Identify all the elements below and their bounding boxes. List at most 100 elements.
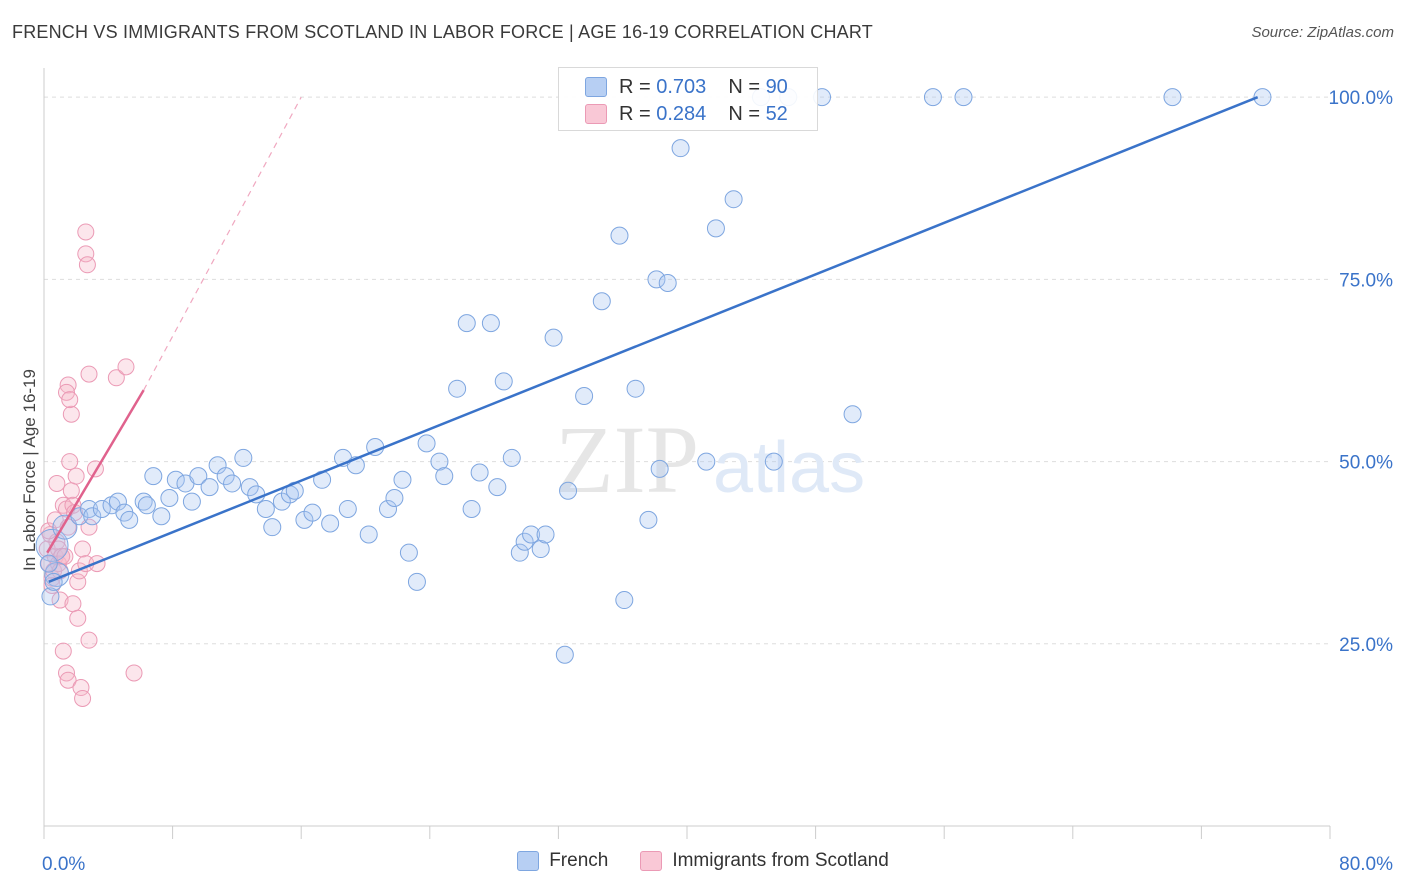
legend-swatch-scotland (640, 851, 663, 871)
french-point (435, 467, 454, 486)
french-point (407, 572, 426, 591)
legend-item-french: French (517, 850, 608, 872)
scotland-point (77, 223, 95, 241)
french-point (1163, 88, 1182, 107)
french-point (234, 448, 253, 467)
french-point (166, 470, 185, 489)
french-point (189, 467, 208, 486)
axes (43, 68, 1331, 839)
french-point (448, 379, 467, 398)
scotland-point (107, 369, 125, 387)
french-point (152, 507, 171, 526)
scotland-point (74, 689, 92, 707)
legend-label-scotland: Immigrants from Scotland (672, 850, 889, 871)
watermark: ZIP atlas (555, 406, 865, 513)
stats-legend: R = 0.703 N = 90 R = 0.284 N = 52 (558, 67, 818, 131)
x-tick-label-min: 0.0% (42, 854, 85, 875)
french-point (39, 554, 58, 573)
r-value-french: 0.703 (656, 75, 707, 98)
french-point (488, 478, 507, 497)
french-point (393, 470, 412, 489)
french-point (764, 452, 783, 471)
y-tick-label: 50.0% (1339, 453, 1393, 474)
french-regression-line (48, 95, 1259, 583)
french-point (359, 525, 378, 544)
french-point (575, 386, 594, 405)
french-point (182, 492, 201, 511)
watermark-zip: ZIP (555, 406, 699, 513)
french-point (647, 270, 666, 289)
french-point (724, 190, 743, 209)
regression-lines (46, 95, 1259, 583)
r-label: R = (619, 75, 651, 98)
scotland-point (72, 679, 90, 697)
french-point (531, 540, 550, 559)
french-point (923, 88, 942, 107)
french-point (481, 314, 500, 333)
french-point (385, 489, 404, 508)
french-point (626, 379, 645, 398)
scotland-regression-line (46, 389, 145, 554)
french-point (399, 543, 418, 562)
y-tick-label: 75.0% (1339, 270, 1393, 291)
french-point (417, 434, 436, 453)
french-point (41, 587, 60, 606)
scotland-point (67, 467, 85, 485)
scotland-point (58, 664, 76, 682)
n-value-scotland: 52 (765, 102, 788, 125)
french-point (223, 474, 242, 493)
r-label: R = (619, 102, 651, 125)
french-point (658, 274, 677, 293)
scotland-point (77, 245, 95, 263)
n-label: N = (728, 102, 760, 125)
y-axis-label: In Labor Force | Age 16-19 (20, 369, 39, 571)
french-point (137, 496, 156, 515)
scotland-point (59, 376, 77, 394)
legend-row-scotland: R = 0.284 N = 52 (585, 101, 788, 127)
french-point (671, 139, 690, 158)
scotland-point (74, 540, 92, 558)
x-tick-label-max: 80.0% (1339, 854, 1393, 875)
french-point (44, 572, 63, 591)
french-point (843, 405, 862, 424)
french-point (379, 499, 398, 518)
french-point (592, 292, 611, 311)
french-point (83, 507, 102, 526)
french-point (650, 459, 669, 478)
r-value-scotland: 0.284 (656, 102, 707, 125)
french-point (216, 467, 235, 486)
legend-item-scotland: Immigrants from Scotland (640, 850, 889, 872)
french-point (160, 489, 179, 508)
french-point (544, 328, 563, 347)
french-point (610, 226, 629, 245)
scotland-point (80, 365, 98, 383)
scotland-point (64, 595, 82, 613)
french-point (134, 492, 153, 511)
french-point (462, 499, 481, 518)
french-point (510, 543, 529, 562)
y-tick-label: 100.0% (1329, 88, 1394, 109)
watermark-atlas: atlas (713, 428, 865, 508)
scotland-point (69, 573, 87, 591)
scotland-point (56, 547, 74, 565)
series-scotland (38, 223, 143, 707)
series-legend: French Immigrants from Scotland (0, 850, 1406, 872)
legend-swatch-scotland (585, 104, 607, 124)
gridlines (44, 96, 1330, 645)
french-point (120, 510, 139, 529)
french-point (470, 463, 489, 482)
source-label: Source: ZipAtlas.com (1251, 24, 1394, 41)
french-point (240, 478, 259, 497)
scotland-point (62, 405, 80, 423)
scotland-point (62, 482, 80, 500)
french-point (256, 499, 275, 518)
scotland-point (78, 256, 96, 274)
french-point (457, 314, 476, 333)
french-point (706, 219, 725, 238)
french-point (70, 507, 89, 526)
scotland-point (61, 453, 79, 471)
french-point (108, 492, 127, 511)
french-point (303, 503, 322, 522)
scotland-point (125, 664, 143, 682)
legend-label-french: French (549, 850, 609, 871)
